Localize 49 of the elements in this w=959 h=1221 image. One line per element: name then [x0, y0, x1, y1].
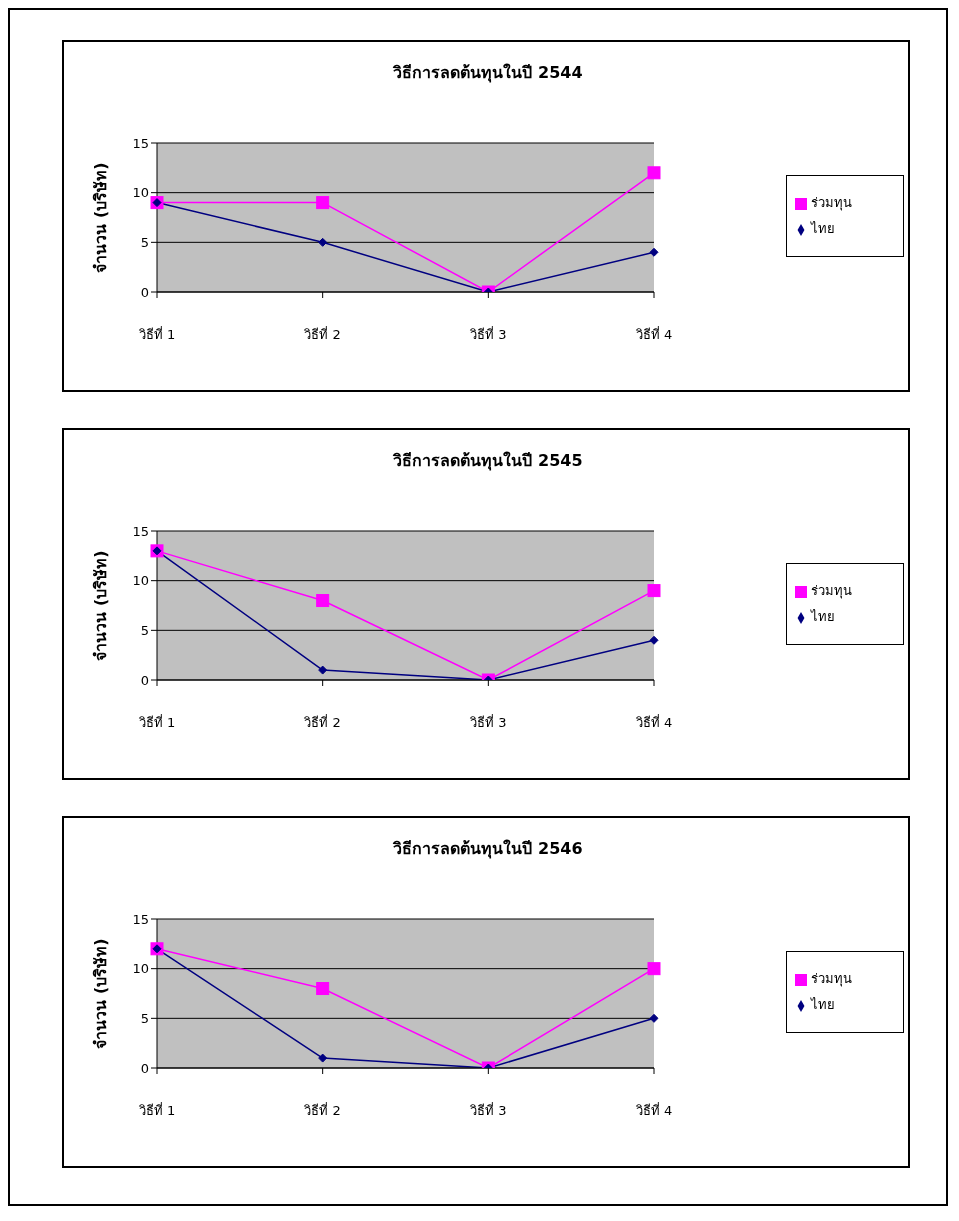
point	[649, 635, 659, 645]
chart-title: วิธีการลดต้นทุนในปี 2545	[392, 450, 584, 473]
x-tick-label: วิธีที่ 1	[137, 326, 176, 343]
x-tick-label: วิธีที่ 3	[469, 714, 507, 731]
y-tick-label: 5	[140, 234, 149, 250]
y-tick-label: 10	[132, 573, 149, 589]
y-tick-label: 5	[140, 1010, 149, 1026]
legend-label: ไทย	[811, 221, 835, 236]
y-tick-label: 0	[140, 284, 149, 300]
y-tick-label: 10	[132, 185, 149, 201]
x-tick-label: วิธีที่ 3	[469, 326, 507, 343]
x-tick-label: วิธีที่ 2	[303, 1102, 341, 1119]
y-tick-label: 10	[132, 961, 149, 977]
legend-label: ไทย	[811, 997, 835, 1012]
y-axis-title: จำนวน (บริษัท)	[90, 550, 110, 661]
chart-title: วิธีการลดต้นทุนในปี 2546	[392, 838, 584, 861]
y-tick-label: 0	[140, 672, 149, 688]
x-tick-label: วิธีที่ 2	[303, 326, 341, 343]
y-tick-label: 5	[140, 622, 149, 638]
point	[649, 247, 659, 257]
x-tick-label: วิธีที่ 4	[634, 326, 673, 343]
point	[647, 584, 661, 598]
point	[647, 962, 661, 976]
x-tick-label: วิธีที่ 3	[469, 1102, 507, 1119]
point	[316, 594, 330, 608]
y-tick-label: 15	[132, 523, 149, 539]
chart-title: วิธีการลดต้นทุนในปี 2544	[392, 62, 584, 85]
y-axis-title: จำนวน (บริษัท)	[90, 162, 110, 273]
point	[318, 1053, 328, 1063]
x-tick-label: วิธีที่ 2	[303, 714, 341, 731]
x-tick-label: วิธีที่ 1	[137, 1102, 176, 1119]
legend-label: ร่วมทุน	[811, 195, 852, 210]
y-tick-label: 15	[132, 911, 149, 927]
page-frame: วิธีการลดต้นทุนในปี 2544 ร่วมทุน ไทย วิธีที่ 1 วิธีที่ 2 วิธีที่ 3 วิธีที่ 4 0 5 10 15 จำนวน (บริษัท) วิธีการลดต้นทุนในปี 2545 ร่วมทุน ไทย วิธีที่ 1 วิธีที่ 2 วิธีที่ 3 วิธีที่ 4 0 5 10 15 จำนวน (บริษัท) วิธีการลดต้นทุนในปี 2546 ร่วมทุน ไทย วิธีที่ 1 วิธีที่ 2 วิธีที่ 3 วิธีที่ 4 0 5 10 15 จำนวน (บริษัท)	[8, 8, 948, 1206]
y-tick-label: 0	[140, 1060, 149, 1076]
x-tick-label: วิธีที่ 4	[634, 714, 673, 731]
y-tick-label: 15	[132, 135, 149, 151]
point	[316, 196, 330, 210]
point	[318, 665, 328, 675]
legend-label: ร่วมทุน	[811, 583, 852, 598]
point	[316, 982, 330, 996]
x-tick-label: วิธีที่ 1	[137, 714, 176, 731]
x-tick-label: วิธีที่ 4	[634, 1102, 673, 1119]
legend-label: ร่วมทุน	[811, 971, 852, 986]
legend-label: ไทย	[811, 609, 835, 624]
point	[647, 166, 661, 180]
point	[318, 237, 328, 247]
y-axis-title: จำนวน (บริษัท)	[90, 938, 110, 1049]
point	[649, 1013, 659, 1023]
